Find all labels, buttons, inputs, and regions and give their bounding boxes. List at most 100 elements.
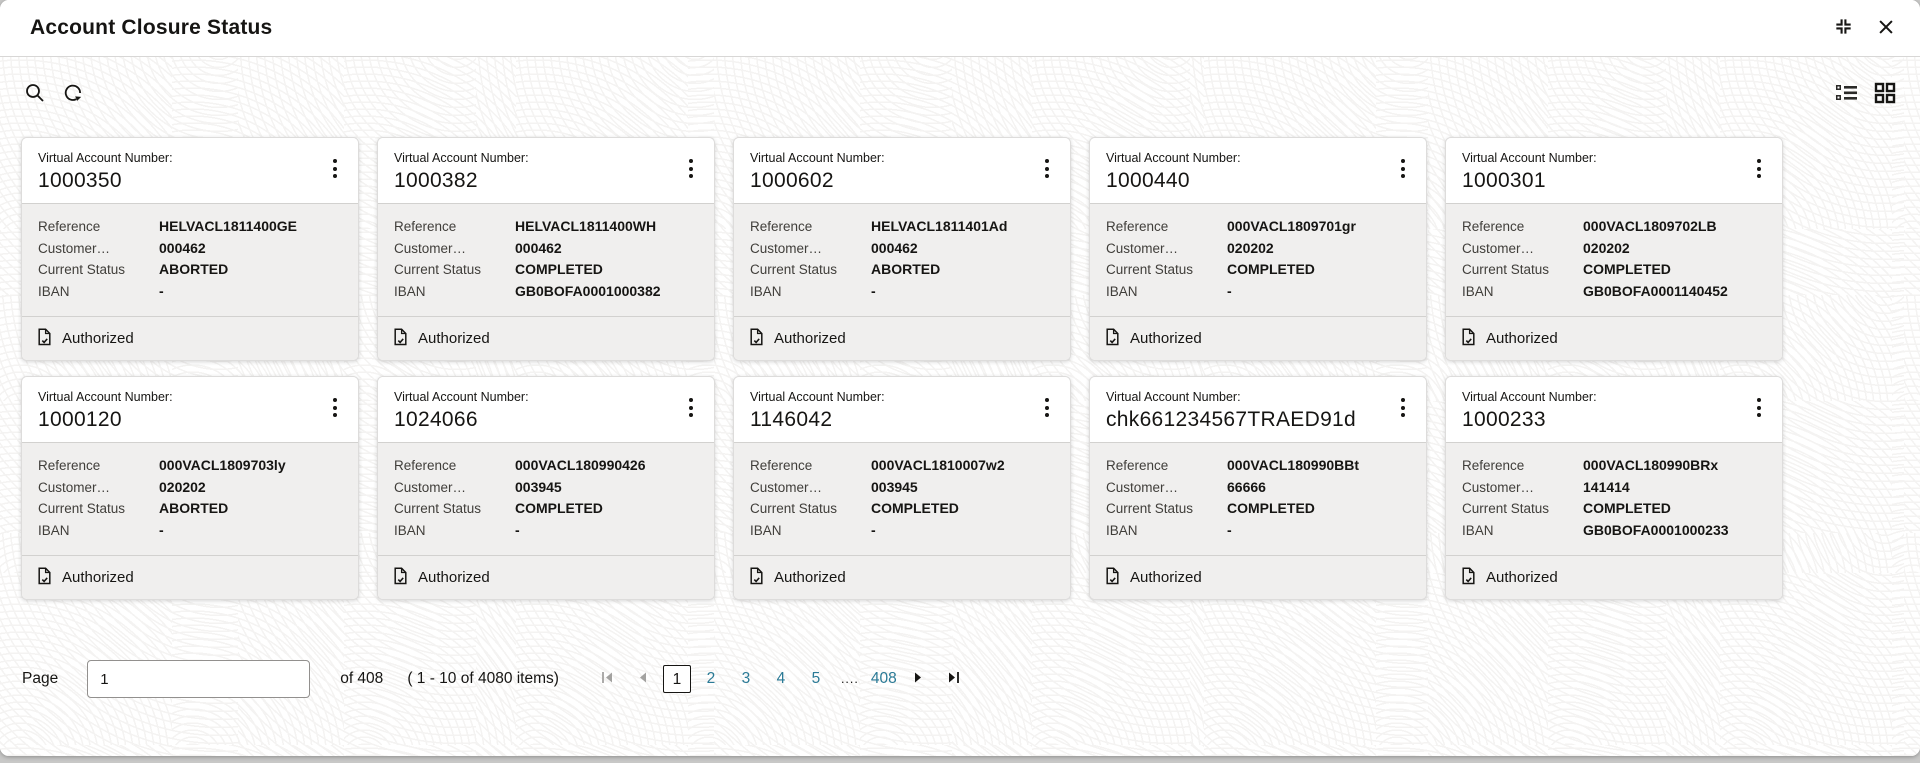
iban-label: IBAN	[38, 522, 70, 538]
customer-label: Customer…	[394, 240, 467, 256]
reference-label: Reference	[394, 219, 457, 234]
previous-page-button[interactable]	[628, 664, 658, 694]
reference-label: Reference	[1462, 219, 1525, 234]
account-card: Virtual Account Number: 1000382 Referenc…	[377, 137, 715, 361]
account-cards-grid: Virtual Account Number: 1000350 Referenc…	[0, 107, 1920, 600]
customer-value: 020202	[1227, 239, 1274, 256]
card-actions-menu-button[interactable]	[1388, 390, 1418, 417]
card-actions-menu-button[interactable]	[676, 390, 706, 417]
reference-label: Reference	[750, 458, 813, 473]
customer-value: 000462	[871, 239, 918, 256]
current-status-value: COMPLETED	[871, 500, 959, 516]
page-title: Account Closure Status	[30, 16, 273, 39]
page-number-2[interactable]: 2	[706, 670, 716, 687]
page-number-4[interactable]: 4	[776, 670, 786, 687]
virtual-account-number-value: 1000440	[1106, 169, 1190, 192]
kebab-icon	[1045, 398, 1049, 402]
iban-label: IBAN	[1106, 522, 1138, 538]
card-actions-menu-button[interactable]	[1032, 151, 1062, 178]
reference-value: 000VACL1809702LB	[1583, 218, 1717, 234]
card-actions-menu-button[interactable]	[1388, 151, 1418, 178]
search-button[interactable]	[24, 82, 46, 107]
page-number-408[interactable]: 408	[870, 670, 897, 687]
close-window-button[interactable]	[1876, 17, 1896, 40]
current-status-value: COMPLETED	[1227, 500, 1315, 516]
card-actions-menu-button[interactable]	[1744, 390, 1774, 417]
card-details: Reference 000VACL1809702LB Customer… 020…	[1446, 203, 1782, 316]
reference-value: HELVACL1811400WH	[515, 218, 657, 234]
virtual-account-number-label: Virtual Account Number:	[750, 390, 885, 404]
authorization-status-label: Authorized	[62, 569, 134, 586]
card-actions-menu-button[interactable]	[1744, 151, 1774, 178]
current-status-label: Current Status	[750, 501, 838, 516]
card-footer: Authorized	[1446, 555, 1782, 599]
card-actions-menu-button[interactable]	[1032, 390, 1062, 417]
virtual-account-number-label: Virtual Account Number:	[1462, 151, 1597, 165]
card-header-text: Virtual Account Number: 1000602	[750, 151, 885, 193]
card-header-text: Virtual Account Number: 1000301	[1462, 151, 1597, 193]
card-header: Virtual Account Number: chk661234567TRAE…	[1090, 377, 1426, 442]
list-view-button[interactable]	[1835, 83, 1858, 106]
kebab-icon	[1401, 398, 1405, 402]
page-number-3[interactable]: 3	[741, 670, 751, 687]
iban-value: GB0BOFA0001000382	[515, 282, 661, 299]
toolbar-left	[24, 82, 84, 107]
card-header: Virtual Account Number: 1000120	[22, 377, 358, 442]
card-actions-menu-button[interactable]	[320, 390, 350, 417]
kebab-icon	[689, 398, 693, 402]
page-number-1[interactable]: 1	[662, 665, 691, 693]
card-actions-menu-button[interactable]	[320, 151, 350, 178]
grid-view-button[interactable]	[1874, 82, 1896, 107]
window-controls	[1833, 16, 1896, 40]
toolbar	[0, 57, 1920, 107]
account-card: Virtual Account Number: chk661234567TRAE…	[1089, 376, 1427, 600]
authorization-status-label: Authorized	[1130, 569, 1202, 586]
card-footer: Authorized	[378, 555, 714, 599]
virtual-account-number-value: 1000350	[38, 169, 122, 192]
account-card: Virtual Account Number: 1000440 Referenc…	[1089, 137, 1427, 361]
virtual-account-number-label: Virtual Account Number:	[1106, 151, 1241, 165]
next-page-button[interactable]	[904, 664, 934, 694]
customer-value: 141414	[1583, 478, 1630, 495]
authorized-doc-icon	[36, 328, 53, 350]
authorization-status-label: Authorized	[62, 330, 134, 347]
customer-label: Customer…	[1462, 479, 1535, 495]
iban-label: IBAN	[38, 283, 70, 299]
restore-window-button[interactable]	[1833, 16, 1854, 40]
first-page-icon	[600, 670, 615, 688]
virtual-account-number-value: 1000602	[750, 169, 834, 192]
virtual-account-number-label: Virtual Account Number:	[394, 151, 529, 165]
card-footer: Authorized	[734, 555, 1070, 599]
current-status-value: COMPLETED	[515, 500, 603, 516]
refresh-button[interactable]	[62, 82, 84, 107]
authorization-status-label: Authorized	[1130, 330, 1202, 347]
authorized-doc-icon	[748, 328, 765, 350]
iban-label: IBAN	[1462, 283, 1494, 299]
current-status-value: ABORTED	[159, 500, 229, 516]
authorized-doc-icon	[1104, 567, 1121, 589]
refresh-icon	[62, 82, 84, 107]
kebab-icon	[333, 159, 337, 163]
current-status-label: Current Status	[750, 262, 838, 277]
authorized-doc-icon	[1104, 328, 1121, 350]
card-header-text: Virtual Account Number: 1024066	[394, 390, 529, 432]
reference-value: 000VACL1810007w2	[871, 457, 1005, 473]
reference-value: 000VACL180990426	[515, 457, 646, 473]
previous-page-icon	[636, 671, 649, 687]
card-actions-menu-button[interactable]	[676, 151, 706, 178]
reference-label: Reference	[750, 219, 813, 234]
page-label: Page	[22, 670, 59, 687]
page-number-5[interactable]: 5	[811, 670, 821, 687]
current-status-label: Current Status	[1462, 262, 1550, 277]
reference-value: 000VACL180990BRx	[1583, 457, 1719, 473]
first-page-button[interactable]	[593, 664, 623, 694]
iban-value: GB0BOFA0001140452	[1583, 282, 1728, 299]
customer-label: Customer…	[1462, 240, 1535, 256]
window-titlebar: Account Closure Status	[0, 0, 1920, 57]
page-number-input[interactable]	[87, 660, 311, 698]
last-page-button[interactable]	[939, 664, 969, 694]
iban-value: -	[871, 521, 876, 538]
customer-label: Customer…	[38, 479, 111, 495]
card-footer: Authorized	[22, 316, 358, 360]
reference-value: 000VACL1809701gr	[1227, 218, 1356, 234]
